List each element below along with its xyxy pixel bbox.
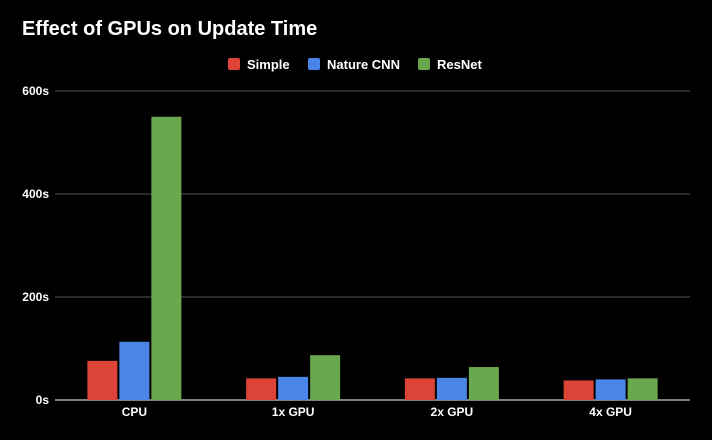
legend-item-simple: Simple	[228, 54, 290, 74]
legend-item-resnet: ResNet	[418, 54, 482, 74]
bar-simple-1x-gpu	[246, 378, 277, 400]
bar-resnet-4x-gpu	[627, 378, 658, 400]
bar-simple-4x-gpu	[563, 380, 594, 400]
bar-resnet-1x-gpu	[310, 355, 341, 400]
legend: Simple Nature CNN ResNet	[0, 54, 712, 74]
legend-swatch-resnet	[418, 58, 430, 70]
legend-label-resnet: ResNet	[437, 56, 482, 72]
legend-item-nature-cnn: Nature CNN	[308, 54, 400, 74]
chart-title: Effect of GPUs on Update Time	[22, 18, 318, 40]
bar-nature-cnn-cpu	[119, 341, 150, 400]
x-tick-label: 4x GPU	[589, 405, 632, 419]
y-tick-label: 400s	[22, 187, 49, 201]
bar-nature-cnn-2x-gpu	[436, 377, 467, 400]
bar-simple-cpu	[87, 360, 118, 400]
bar-nature-cnn-4x-gpu	[595, 379, 626, 400]
legend-swatch-simple	[228, 58, 240, 70]
bar-simple-2x-gpu	[404, 378, 435, 400]
x-tick-label: CPU	[122, 405, 147, 419]
legend-swatch-nature-cnn	[308, 58, 320, 70]
bar-nature-cnn-1x-gpu	[278, 376, 309, 400]
bar-resnet-2x-gpu	[468, 367, 499, 400]
bar-resnet-cpu	[151, 116, 182, 400]
y-tick-label: 600s	[22, 84, 49, 98]
y-tick-label: 200s	[22, 290, 49, 304]
legend-label-simple: Simple	[247, 56, 290, 72]
y-tick-label: 0s	[36, 393, 50, 407]
legend-label-nature-cnn: Nature CNN	[327, 56, 400, 72]
x-tick-label: 2x GPU	[431, 405, 474, 419]
x-tick-label: 1x GPU	[272, 405, 315, 419]
